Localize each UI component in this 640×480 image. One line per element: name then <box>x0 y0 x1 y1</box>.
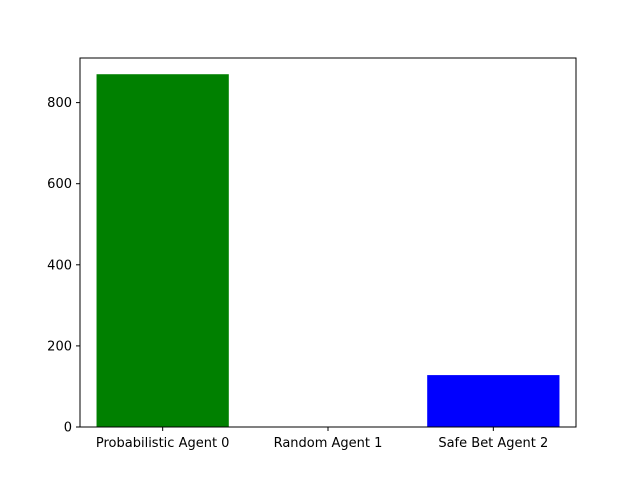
y-axis: 0 200 400 600 800 <box>47 96 80 436</box>
y-tick-label: 800 <box>47 96 72 111</box>
y-tick-label: 200 <box>47 339 72 354</box>
bar-probabilistic-agent-0 <box>96 74 229 427</box>
x-axis: Probabilistic Agent 0 Random Agent 1 Safe … <box>96 427 548 451</box>
x-tick-label: Random Agent 1 <box>274 436 383 451</box>
plot-frame <box>79 57 577 428</box>
x-tick-label: Safe Bet Agent 2 <box>438 436 548 451</box>
bars-group <box>96 74 560 427</box>
x-tick-label: Probabilistic Agent 0 <box>96 436 230 451</box>
y-tick-label: 600 <box>47 177 72 192</box>
y-tick-label: 400 <box>47 258 72 273</box>
bar-safe-bet-agent-2 <box>427 375 560 427</box>
y-tick-label: 0 <box>64 421 72 436</box>
